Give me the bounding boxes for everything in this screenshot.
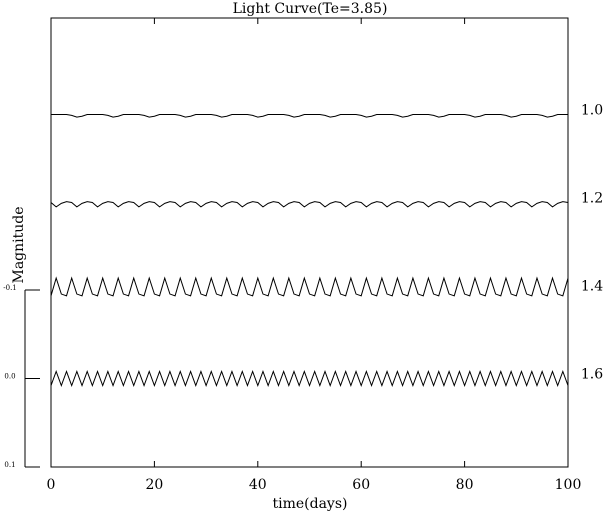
x-tick-label: 0: [47, 477, 56, 493]
series-label: 1.2: [581, 191, 603, 207]
scale-tick-label: 0.1: [4, 461, 15, 469]
x-tick-label: 60: [352, 477, 370, 493]
series-label: 1.0: [581, 103, 603, 119]
x-tick-label: 40: [249, 477, 267, 493]
scale-tick-label: 0.0: [4, 373, 15, 381]
light-curve: [51, 114, 568, 118]
x-tick-label: 20: [145, 477, 163, 493]
series-label: 1.4: [581, 279, 603, 295]
x-tick-label: 80: [456, 477, 474, 493]
light-curve: [50, 201, 569, 208]
light-curve: [50, 276, 569, 297]
light-curve: [50, 369, 569, 388]
scale-tick-label: -0.1: [3, 284, 17, 292]
chart-title: Light Curve(Te=3.85): [233, 1, 388, 17]
plot-frame: [50, 17, 569, 468]
series-label: 1.6: [581, 367, 603, 383]
x-axis-label: time(days): [273, 496, 348, 512]
x-tick-label: 100: [555, 477, 582, 493]
y-axis-label: Magnitude: [11, 206, 27, 283]
